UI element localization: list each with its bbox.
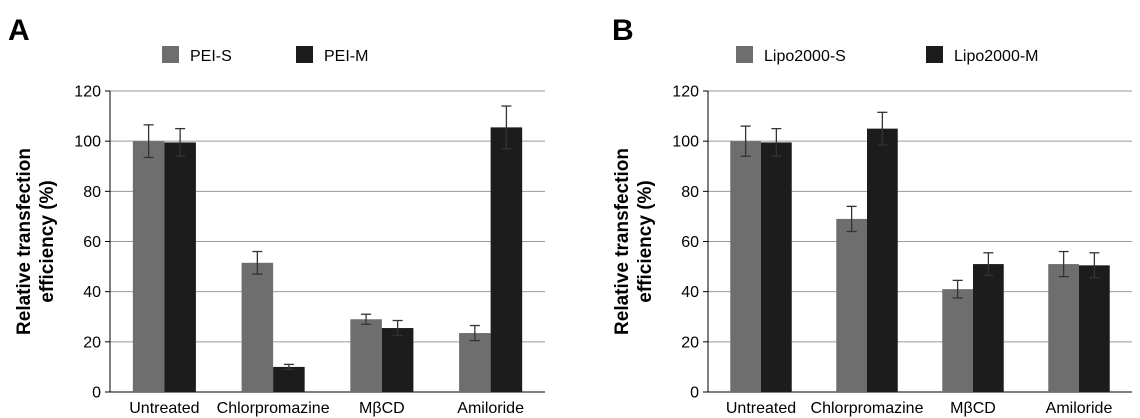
bar: [241, 262, 274, 392]
y-axis-label: Relative transfection efficiency (%): [612, 148, 656, 335]
y-tick-label: 120: [672, 84, 699, 101]
y-axis-label-line: efficiency (%): [37, 180, 58, 302]
x-tick-label: Chlorpromazine: [811, 400, 924, 417]
bar: [273, 366, 305, 392]
y-axis-label-line: Relative transfection: [612, 148, 633, 335]
bar: [836, 218, 867, 392]
x-tick-label: Chlorpromazine: [217, 400, 330, 417]
x-tick-label: MβCD: [359, 400, 405, 417]
legend-swatch: [162, 46, 179, 63]
bar: [350, 319, 382, 392]
y-tick-label: 100: [74, 134, 101, 151]
bar: [490, 127, 523, 392]
bar: [132, 141, 165, 392]
bar: [973, 264, 1004, 392]
bar: [867, 128, 898, 392]
legend-label: Lipo2000-S: [764, 48, 846, 65]
y-tick-label: 60: [681, 234, 699, 251]
legend-label: PEI-S: [190, 48, 232, 65]
bar: [942, 289, 973, 392]
y-tick-label: 60: [83, 234, 101, 251]
panel-letter: B: [612, 14, 634, 47]
y-tick-label: 40: [83, 284, 101, 301]
bar: [1079, 265, 1110, 392]
bar: [459, 333, 491, 392]
x-tick-label: Untreated: [129, 400, 199, 417]
y-tick-label: 120: [74, 84, 101, 101]
y-tick-label: 40: [681, 284, 699, 301]
bar: [381, 328, 414, 392]
y-tick-label: 0: [92, 385, 101, 402]
x-tick-label: Amiloride: [1046, 400, 1113, 417]
legend-swatch: [736, 46, 753, 63]
bar: [730, 141, 761, 392]
y-axis-label-line: Relative transfection: [14, 148, 35, 335]
x-tick-label: MβCD: [950, 400, 996, 417]
legend-label: Lipo2000-M: [954, 48, 1039, 65]
bar: [164, 142, 196, 392]
panel-letter: A: [8, 14, 30, 47]
bar: [761, 142, 792, 392]
legend-swatch: [296, 46, 313, 63]
y-tick-label: 80: [83, 184, 101, 201]
y-axis-label-line: efficiency (%): [635, 180, 656, 302]
y-tick-label: 80: [681, 184, 699, 201]
x-tick-label: Untreated: [726, 400, 796, 417]
y-tick-label: 20: [83, 334, 101, 351]
chart-panel-b: B 0 20 40 60 80 100 120 Relative transfection eff…: [612, 14, 1132, 417]
legend-swatch: [926, 46, 943, 63]
x-tick-label: Amiloride: [457, 400, 524, 417]
y-tick-label: 100: [672, 134, 699, 151]
bar: [1048, 264, 1079, 392]
y-tick-label: 0: [690, 385, 699, 402]
legend-label: PEI-M: [324, 48, 368, 65]
y-axis-label: Relative transfection efficiency (%): [14, 148, 58, 335]
chart-panel-a: A 0 20 40 60 80 100 120 Relative transfection eff…: [8, 14, 545, 417]
y-tick-label: 20: [681, 334, 699, 351]
